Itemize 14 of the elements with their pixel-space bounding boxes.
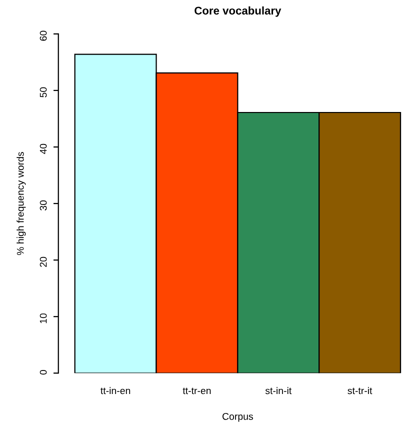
chart-title: Core vocabulary [194,6,282,17]
x-tick-label: tt-in-en [100,387,130,394]
y-tick-label: 20 [40,256,47,267]
y-tick-label: 10 [40,313,47,324]
y-tick-label: 30 [40,200,47,210]
y-tick-label: 0 [40,370,47,375]
x-tick-label: st-in-it [265,387,292,394]
x-tick-label: st-tr-it [348,387,372,394]
y-axis-title: % high frequency words [16,152,26,256]
y-tick-label: 50 [40,87,47,98]
x-tick-label: tt-tr-en [182,388,211,394]
y-tick-label: 60 [40,30,47,41]
y-tick-label: 40 [40,144,47,154]
x-axis-title: Corpus [222,412,254,422]
